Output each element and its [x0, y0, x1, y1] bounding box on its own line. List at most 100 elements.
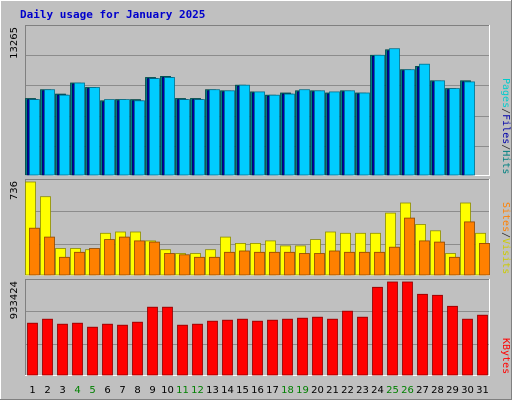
right-label-segment: Visits [500, 238, 511, 274]
x-tick-label-day-20: 20 [311, 385, 324, 396]
right-axis-label-sites-visits: Sites/Visits [500, 202, 511, 274]
bar-kbytes-day-18 [282, 318, 293, 376]
bar-sites-day-20 [314, 253, 325, 276]
x-tick-label-day-19: 19 [296, 385, 309, 396]
bar-kbytes-day-5 [87, 326, 98, 376]
x-tick-label-day-14: 14 [221, 385, 234, 396]
bar-pages-day-7 [119, 99, 130, 176]
bar-kbytes-day-23 [357, 316, 368, 376]
bar-pages-day-10 [164, 77, 175, 176]
bar-sites-day-6 [104, 239, 115, 276]
y-max-label: 13265 [9, 27, 20, 59]
right-label-segment: / [500, 232, 511, 238]
y-max-label: 933424 [9, 281, 20, 319]
panel-sites-visits: 736 Sites/Visits [9, 179, 511, 276]
right-label-segment: Pages [500, 78, 511, 108]
x-tick-label-day-26: 26 [401, 385, 414, 396]
bar-pages-day-27 [419, 63, 430, 176]
x-axis: 1 2 3 4 5 6 7 8 9 10 11 12 13 14 15 16 17 18 19 20 21 22 23 24 2… [29, 385, 489, 396]
x-tick-label-day-3: 3 [59, 385, 65, 396]
bar-sites-day-28 [434, 241, 445, 276]
bar-sites-day-26 [404, 217, 415, 276]
bar-pages-day-24 [374, 54, 385, 176]
bar-sites-day-25 [389, 246, 400, 276]
bar-sites-day-3 [59, 256, 70, 276]
right-label-segment: Hits [500, 150, 511, 174]
bar-kbytes-day-19 [297, 317, 308, 376]
bar-pages-day-29 [449, 88, 460, 176]
right-label-segment: Sites [500, 202, 511, 232]
bar-kbytes-day-14 [222, 319, 233, 376]
bar-sites-day-22 [344, 251, 355, 276]
bar-pages-day-28 [434, 80, 445, 176]
x-tick-label-day-5: 5 [89, 385, 95, 396]
bar-pages-day-3 [59, 94, 70, 176]
x-tick-label-day-23: 23 [356, 385, 369, 396]
bar-kbytes-day-15 [237, 318, 248, 376]
x-tick-label-day-22: 22 [341, 385, 354, 396]
bar-pages-day-4 [74, 82, 85, 176]
bar-kbytes-day-10 [162, 306, 173, 376]
bar-kbytes-day-30 [462, 318, 473, 376]
x-tick-label-day-6: 6 [104, 385, 110, 396]
x-tick-label-day-11: 11 [176, 385, 189, 396]
x-tick-label-day-7: 7 [119, 385, 125, 396]
x-tick-label-day-21: 21 [326, 385, 339, 396]
x-tick-label-day-9: 9 [149, 385, 155, 396]
bar-kbytes-day-20 [312, 316, 323, 376]
bar-sites-day-4 [74, 251, 85, 276]
bar-pages-day-13 [209, 89, 220, 176]
y-max-label: 736 [9, 181, 20, 200]
bar-sites-day-19 [299, 253, 310, 276]
bar-sites-day-7 [119, 236, 130, 276]
bar-sites-day-27 [419, 240, 430, 276]
bar-sites-day-29 [449, 256, 460, 276]
bar-kbytes-day-28 [432, 294, 443, 376]
bar-kbytes-day-21 [327, 318, 338, 376]
x-tick-label-day-2: 2 [44, 385, 50, 396]
bar-pages-day-11 [179, 99, 190, 176]
bar-kbytes-day-3 [57, 323, 68, 376]
right-label-segment: Files [500, 114, 511, 144]
bar-sites-day-16 [254, 251, 265, 276]
bar-pages-day-22 [344, 90, 355, 176]
x-tick-label-day-12: 12 [191, 385, 204, 396]
x-tick-label-day-18: 18 [281, 385, 294, 396]
panel-kbytes: 933424 KBytes [9, 279, 511, 376]
bar-kbytes-day-12 [192, 323, 203, 376]
x-tick-label-day-24: 24 [371, 385, 384, 396]
bar-kbytes-day-24 [372, 286, 383, 376]
bar-pages-day-9 [149, 78, 160, 176]
bar-kbytes-day-2 [42, 318, 53, 376]
bar-pages-day-20 [314, 90, 325, 176]
chart-panels: 13265Pages/Files/Hits736Sites/Visits9334… [9, 25, 511, 376]
bar-sites-day-5 [89, 248, 100, 276]
bar-sites-day-13 [209, 256, 220, 276]
bar-sites-day-23 [359, 251, 370, 276]
bar-kbytes-day-6 [102, 323, 113, 376]
bar-kbytes-day-22 [342, 310, 353, 376]
x-tick-label-day-10: 10 [161, 385, 174, 396]
bar-kbytes-day-11 [177, 324, 188, 376]
right-label-segment: / [500, 108, 511, 114]
bar-pages-day-16 [254, 91, 265, 176]
bar-sites-day-11 [179, 254, 190, 276]
chart-title: Daily usage for January 2025 [20, 8, 205, 21]
x-tick-label-day-4: 4 [74, 385, 80, 396]
bar-kbytes-day-25 [387, 281, 398, 376]
bar-sites-day-24 [374, 251, 385, 276]
bar-pages-day-12 [194, 99, 205, 176]
x-tick-label-day-17: 17 [266, 385, 279, 396]
x-tick-label-day-15: 15 [236, 385, 249, 396]
bar-sites-day-18 [284, 251, 295, 276]
bar-pages-day-8 [134, 100, 145, 176]
bar-sites-day-17 [269, 251, 280, 276]
x-tick-label-day-27: 27 [416, 385, 429, 396]
bar-sites-day-2 [44, 236, 55, 276]
bar-pages-day-6 [104, 99, 115, 176]
bar-sites-day-10 [164, 253, 175, 276]
bar-sites-day-21 [329, 250, 340, 276]
x-tick-label-day-30: 30 [461, 385, 474, 396]
right-axis-label-kbytes: KBytes [500, 338, 511, 374]
